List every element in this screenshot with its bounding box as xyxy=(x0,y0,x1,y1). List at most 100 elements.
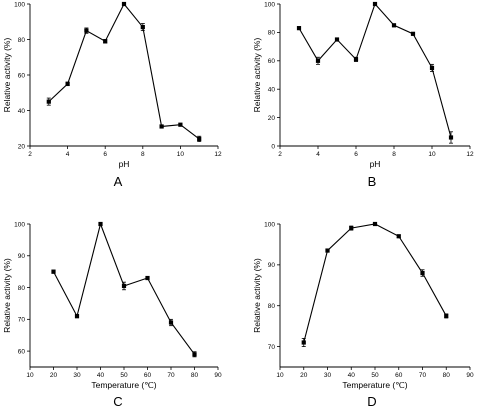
chart-0-x-tick-label: 4 xyxy=(66,151,70,158)
chart-3-series-0-line xyxy=(303,223,447,343)
chart-0-data-point xyxy=(178,122,183,127)
chart-1-x-tick-label: 12 xyxy=(466,151,474,158)
chart-2-y-tick-label: 70 xyxy=(18,317,26,324)
chart-0-data-point xyxy=(103,39,108,44)
chart-2-y-tick-label: 90 xyxy=(18,253,26,260)
chart-2-x-tick-label: 90 xyxy=(214,372,222,379)
chart-3-data-point xyxy=(420,270,425,276)
chart-2-x-tick-label: 60 xyxy=(144,372,152,379)
chart-2-data-point xyxy=(98,221,103,227)
chart-1-data-point xyxy=(334,37,340,42)
chart-2-x-tick-label: 70 xyxy=(167,372,175,379)
chart-1-data-point xyxy=(410,31,416,36)
chart-3-x-tick-label: 90 xyxy=(466,372,474,379)
chart-0-data-point xyxy=(65,81,70,86)
chart-0-data-point xyxy=(197,136,202,141)
chart-1-series-0-line xyxy=(298,2,452,138)
chart-1-y-axis-title: Relative activity (%) xyxy=(252,38,262,113)
chart-3-data-point xyxy=(396,234,401,239)
chart-2-data-point xyxy=(51,269,56,274)
chart-0-x-tick-label: 6 xyxy=(103,151,107,158)
chart-1-panel: 2 4 6 8 10 12 0 20 40 60 80 100 pH Relative activity … xyxy=(252,1,474,189)
chart-1-data-point xyxy=(448,135,454,140)
chart-2-data-point xyxy=(168,320,174,325)
chart-3-y-tick-label: 90 xyxy=(268,262,276,269)
chart-2-y-axis-title: Relative activity (%) xyxy=(2,258,12,333)
chart-2-panel-label: C xyxy=(113,394,122,409)
chart-2-x-tick-label: 30 xyxy=(73,372,81,379)
chart-1-data-point xyxy=(372,1,378,7)
chart-2-data-point xyxy=(121,283,127,289)
chart-3-panel-label: D xyxy=(367,394,376,409)
chart-3-data-point xyxy=(349,225,354,231)
chart-3-x-tick-label: 60 xyxy=(395,372,403,379)
chart-1-y-tick-label: 0 xyxy=(271,143,275,150)
chart-3-x-tick-label: 10 xyxy=(276,372,284,379)
chart-0-x-tick-label: 2 xyxy=(28,151,32,158)
chart-0-series-0-line xyxy=(48,2,200,140)
chart-3-x-tick-label: 20 xyxy=(300,372,308,379)
chart-0-y-axis-title: Relative activity (%) xyxy=(2,38,12,113)
chart-0-x-tick-label: 10 xyxy=(177,151,185,158)
chart-2-data-point xyxy=(74,314,80,319)
chart-1-data-point xyxy=(391,23,397,28)
chart-0-x-tick-label: 12 xyxy=(214,151,222,158)
chart-1-y-tick-label: 60 xyxy=(268,58,276,65)
chart-2-data-point xyxy=(145,275,150,281)
chart-1-data-point xyxy=(315,58,321,63)
chart-0-data-point xyxy=(46,99,51,104)
chart-1-y-tick-label: 20 xyxy=(268,115,276,122)
chart-3-data-point xyxy=(444,313,449,319)
chart-0-data-point xyxy=(121,1,127,7)
chart-2-x-tick-label: 20 xyxy=(50,372,58,379)
chart-1-data-point xyxy=(296,26,302,31)
chart-1-panel-label: B xyxy=(368,174,377,189)
chart-2-y-tick-label: 80 xyxy=(18,285,26,292)
chart-3-x-tick-label: 50 xyxy=(371,372,379,379)
chart-3-x-tick-label: 30 xyxy=(324,372,332,379)
chart-2-x-tick-label: 80 xyxy=(191,372,199,379)
chart-1-x-tick-label: 6 xyxy=(354,151,358,158)
chart-3-y-tick-label: 70 xyxy=(268,344,276,351)
chart-3-panel: 10 20 30 40 50 60 70 80 90 70 80 90 100 Temperature (… xyxy=(252,221,474,409)
chart-3-y-axis-title: Relative activity (%) xyxy=(252,258,262,333)
chart-3-x-tick-label: 70 xyxy=(419,372,427,379)
chart-1-data-point xyxy=(429,65,435,70)
chart-2-data-point xyxy=(192,352,197,357)
chart-0-y-tick-label: 20 xyxy=(18,143,26,150)
chart-0-data-point xyxy=(159,124,164,129)
chart-1-y-tick-label: 40 xyxy=(268,87,276,94)
chart-3-data-point xyxy=(372,221,378,227)
chart-1-x-tick-label: 8 xyxy=(392,151,396,158)
chart-0-panel: 2 4 6 8 10 12 20 40 60 80 100 pH Relative activity (… xyxy=(2,1,222,189)
chart-2-y-tick-label: 60 xyxy=(18,348,26,355)
chart-3-x-axis-title: Temperature (℃) xyxy=(342,380,407,390)
chart-0-data-point xyxy=(140,24,145,30)
chart-1-x-tick-label: 10 xyxy=(428,151,436,158)
chart-0-x-tick-label: 8 xyxy=(141,151,145,158)
chart-2-y-tick-label: 100 xyxy=(14,221,25,228)
chart-0-y-tick-label: 40 xyxy=(18,108,26,115)
chart-3-data-point xyxy=(301,340,306,345)
chart-2-x-tick-label: 50 xyxy=(120,372,128,379)
chart-0-panel-label: A xyxy=(114,174,123,189)
chart-0-y-tick-label: 80 xyxy=(18,37,26,44)
chart-1-x-axis-title: pH xyxy=(370,159,381,169)
chart-2-x-tick-label: 10 xyxy=(26,372,34,379)
chart-3-data-point xyxy=(325,248,330,253)
chart-3-y-tick-label: 80 xyxy=(268,303,276,310)
chart-0-y-tick-label: 100 xyxy=(14,1,25,8)
chart-3-x-tick-label: 80 xyxy=(443,372,451,379)
chart-1-y-tick-label: 80 xyxy=(268,30,276,37)
chart-3-x-tick-label: 40 xyxy=(348,372,356,379)
chart-0-x-axis-title: pH xyxy=(119,159,130,169)
chart-0-data-point xyxy=(84,28,89,33)
chart-2-panel: 10 20 30 40 50 60 70 80 90 60 70 80 90 100 Temperature… xyxy=(2,221,222,409)
chart-1-y-tick-label: 100 xyxy=(264,1,275,8)
chart-0-y-tick-label: 60 xyxy=(18,72,26,79)
chart-1-x-tick-label: 2 xyxy=(278,151,282,158)
chart-3-y-tick-label: 100 xyxy=(264,221,275,228)
chart-1-data-point xyxy=(353,57,359,62)
chart-2-x-axis-title: Temperature (℃) xyxy=(91,380,156,390)
